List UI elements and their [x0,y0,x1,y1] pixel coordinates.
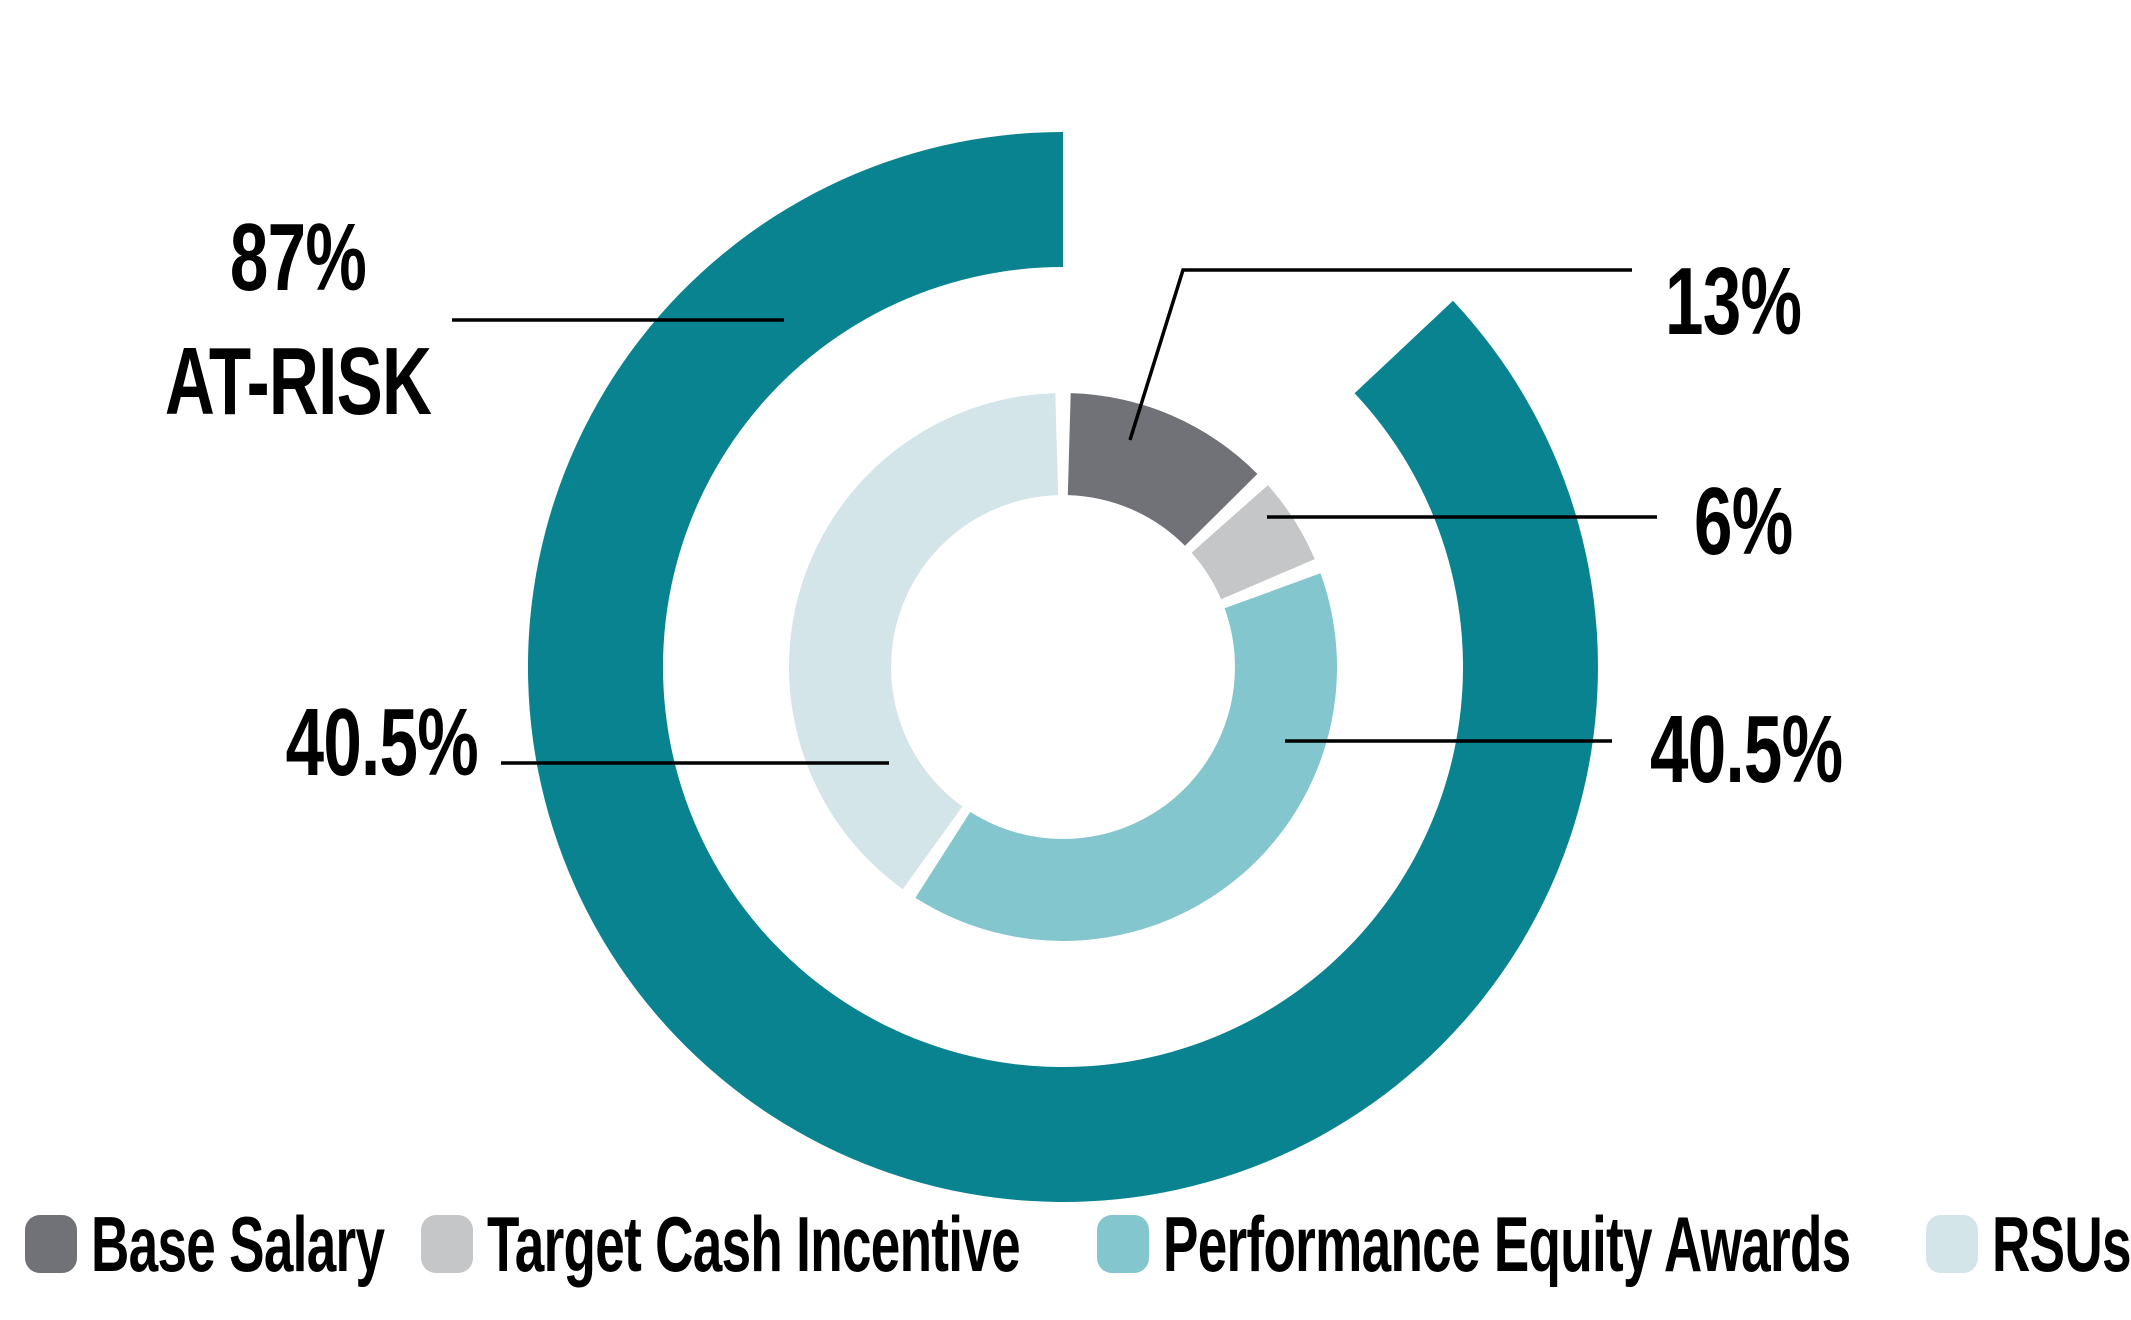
base-salary-swatch-icon [25,1215,77,1273]
legend-label: Base Salary [91,1199,385,1288]
outer-ring-at-risk-arc [527,131,1598,1202]
leader-line-base-salary [1128,268,1632,441]
legend-item-target-cash: Target Cash Incentive [421,1200,1271,1288]
target-cash-swatch-icon [421,1215,473,1273]
at-risk-percent: 87% [229,204,367,311]
legend-label: Target Cash Incentive [487,1199,1021,1288]
perf-equity-swatch-icon [1097,1215,1149,1273]
legend-item-rsus: RSUs [1926,1200,2131,1288]
target-cash-percent-label: 6% [1694,468,1793,575]
inner-segment-base-salary [1067,393,1258,546]
rsus-percent-label: 40.5% [285,689,479,796]
chart-legend: Base Salary Target Cash Incentive Perfor… [0,1200,2131,1288]
at-risk-text: AT-RISK [164,328,432,435]
base-salary-percent-label: 13% [1665,248,1802,355]
legend-item-base-salary: Base Salary [25,1200,522,1288]
legend-item-perf-equity: Performance Equity Awards [1097,1200,2131,1288]
inner-segment-rsus [789,393,1059,890]
at-risk-label: 87% AT-RISK [164,196,432,444]
donut-rings [527,131,1598,1202]
perf-equity-percent-label: 40.5% [1650,696,1843,803]
legend-label: RSUs [1992,1199,2131,1288]
leader-lines [452,268,1657,765]
legend-label: Performance Equity Awards [1163,1199,1851,1288]
inner-segment-target-cash-incentive [1191,485,1315,600]
inner-segment-performance-equity-awards [915,573,1338,941]
rsus-swatch-icon [1926,1215,1978,1273]
